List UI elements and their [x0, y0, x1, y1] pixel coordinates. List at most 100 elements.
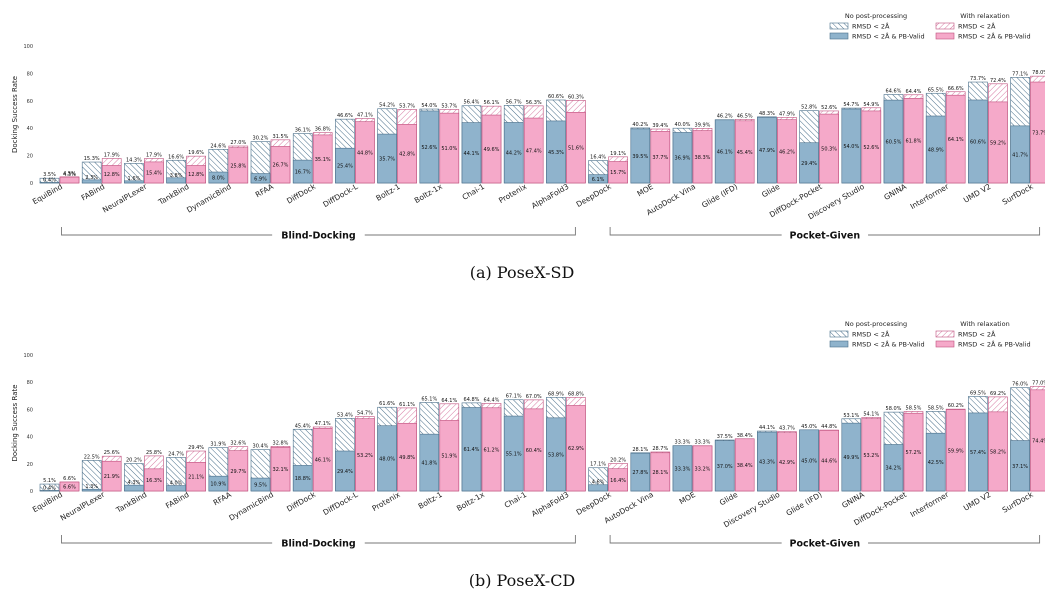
data-label-nopost-pbvalid: 1.6%: [128, 176, 141, 182]
data-label-nopost-pbvalid: 41.7%: [1012, 152, 1028, 158]
x-tick-label: UMD V2: [962, 490, 993, 513]
data-label-nopost-pbvalid: 3.8%: [170, 173, 183, 179]
figure-caption: (a) PoseX-SD: [470, 263, 575, 282]
data-label-relax-rmsd: 78.0%: [1032, 70, 1045, 76]
bar-nopost-pbvalid: [377, 425, 397, 492]
data-label-relax-rmsd: 54.1%: [863, 411, 879, 417]
data-label-relax-pbvalid: 6.6%: [63, 485, 76, 491]
bar-nopost-pbvalid: [166, 177, 186, 184]
bar-nopost-pbvalid: [757, 431, 777, 492]
x-tick-label: EquiBind: [31, 182, 64, 206]
data-label-relax-pbvalid: 12.8%: [188, 172, 204, 178]
data-label-nopost-pbvalid: 46.1%: [717, 149, 733, 155]
bar-nopost-pbvalid: [503, 415, 524, 492]
bar-relax-pbvalid: [312, 428, 333, 492]
y-tick-label: 20: [27, 154, 33, 160]
data-label-relax-pbvalid: 74.4%: [1032, 438, 1045, 444]
x-tick-label: Chai-1: [461, 182, 487, 202]
bar-relax-pbvalid: [734, 438, 755, 492]
data-label-nopost-rmsd: 16.6%: [168, 154, 184, 160]
data-label-nopost-pbvalid: 6.1%: [592, 177, 605, 183]
data-label-nopost-rmsd: 20.2%: [126, 458, 142, 464]
chart-panel-1: 0 20 40 60 80 100 Docking Success Rate 5.1% 6.6%…: [11, 320, 1045, 589]
bar-relax-pbvalid: [228, 450, 249, 492]
data-label-nopost-pbvalid: 61.4%: [464, 447, 480, 453]
bar-relax-pbvalid: [355, 121, 375, 184]
data-label-relax-pbvalid: 44.8%: [357, 150, 373, 156]
group-label-bg: [781, 229, 869, 241]
data-label-nopost-rmsd: 48.3%: [759, 111, 775, 117]
data-label-relax-pbvalid: 44.6%: [821, 459, 837, 465]
legend-label-relax-pbvalid: RMSD < 2Å & PB-Valid: [958, 340, 1031, 349]
bar-nopost-pbvalid: [588, 174, 608, 184]
x-tick-label: Boltz-1x: [413, 182, 444, 205]
bar-relax-pbvalid: [439, 420, 460, 492]
x-tick-label: DeepDock: [575, 182, 613, 209]
legend: No post-processing With relaxation RMSD < …: [829, 320, 1031, 349]
data-label-relax-rmsd: 27.0%: [230, 140, 246, 146]
legend-swatch-relax-pbvalid: [935, 32, 955, 40]
data-label-relax-pbvalid: 38.3%: [695, 155, 711, 161]
x-tick-label: NeuralPLexer: [101, 181, 149, 214]
data-label-relax-rmsd: 29.4%: [188, 445, 204, 451]
bar-relax-pbvalid: [819, 113, 839, 184]
data-label-relax-rmsd: 31.5%: [273, 134, 289, 140]
data-label-relax-pbvalid: 37.7%: [652, 155, 668, 161]
x-tick-label: Glide: [718, 490, 740, 508]
bar-nopost-pbvalid: [799, 142, 819, 184]
data-label-relax-rmsd: 32.6%: [230, 441, 246, 447]
bar-relax-pbvalid: [819, 430, 839, 492]
legend-label-nopost-rmsd: RMSD < 2Å: [852, 330, 890, 339]
data-label-nopost-pbvalid: 37.0%: [717, 464, 733, 470]
legend-swatch-relax-rmsd: [935, 330, 955, 338]
data-label-relax-pbvalid: 53.2%: [357, 453, 373, 459]
data-label-nopost-rmsd: 53.1%: [843, 413, 859, 419]
data-label-nopost-pbvalid: 47.9%: [759, 148, 775, 154]
x-tick-label: SurfDock: [1001, 182, 1036, 207]
data-label-nopost-rmsd: 28.1%: [632, 447, 648, 453]
bar-relax-pbvalid: [903, 98, 924, 184]
bar-relax-pbvalid: [1030, 81, 1045, 184]
bar-nopost-pbvalid: [1010, 125, 1030, 184]
legend: No post-processing With relaxation RMSD < …: [829, 12, 1031, 41]
data-label-relax-rmsd: 39.9%: [695, 122, 711, 128]
x-tick-label: Chai-1: [503, 490, 529, 510]
bar-relax-pbvalid: [59, 176, 80, 184]
data-label-nopost-rmsd: 58.0%: [886, 406, 902, 412]
data-label-nopost-rmsd: 46.2%: [717, 114, 733, 120]
x-tick-label: Interformer: [909, 489, 951, 519]
group-label: Pocket-Given: [790, 539, 861, 550]
y-tick-label: 80: [27, 380, 33, 386]
data-label-nopost-rmsd: 44.1%: [759, 425, 775, 431]
data-label-nopost-rmsd: 68.9%: [548, 391, 564, 397]
x-tick-label: Glide (IFD): [785, 490, 824, 518]
data-label-relax-pbvalid: 59.9%: [948, 448, 964, 454]
group-label: Blind-Docking: [281, 539, 355, 550]
data-label-nopost-rmsd: 33.3%: [675, 440, 691, 446]
data-label-relax-pbvalid: 46.2%: [779, 149, 795, 155]
data-label-relax-pbvalid: 59.2%: [990, 140, 1006, 146]
group-label-bg: [272, 537, 365, 549]
x-tick-label: DiffDock-L: [321, 182, 360, 210]
bar-nopost-pbvalid: [39, 182, 60, 184]
data-label-nopost-pbvalid: 0.4%: [43, 485, 56, 491]
data-label-relax-pbvalid: 32.1%: [273, 467, 289, 473]
data-label-nopost-rmsd: 52.8%: [801, 105, 817, 111]
data-label-relax-rmsd: 44.8%: [821, 424, 837, 430]
data-label-relax-pbvalid: 61.2%: [484, 447, 500, 453]
bar-relax-pbvalid: [608, 468, 628, 492]
data-label-nopost-pbvalid: 48.9%: [928, 148, 944, 154]
data-label-relax-rmsd: 4.5%: [63, 171, 76, 177]
data-label-relax-pbvalid: 4.3%: [63, 172, 76, 178]
data-label-nopost-rmsd: 73.7%: [970, 76, 986, 82]
bar-nopost-pbvalid: [841, 422, 862, 492]
data-label-relax-rmsd: 17.9%: [146, 152, 162, 158]
data-label-nopost-pbvalid: 33.3%: [675, 466, 691, 472]
data-label-nopost-pbvalid: 41.8%: [421, 461, 437, 467]
bar-relax-pbvalid: [945, 94, 966, 184]
data-label-nopost-pbvalid: 39.5%: [632, 154, 648, 160]
data-label-relax-rmsd: 53.7%: [399, 103, 415, 109]
data-label-relax-pbvalid: 64.1%: [948, 137, 964, 143]
data-label-nopost-pbvalid: 54.0%: [843, 144, 859, 150]
data-label-nopost-pbvalid: 44.2%: [506, 151, 522, 157]
